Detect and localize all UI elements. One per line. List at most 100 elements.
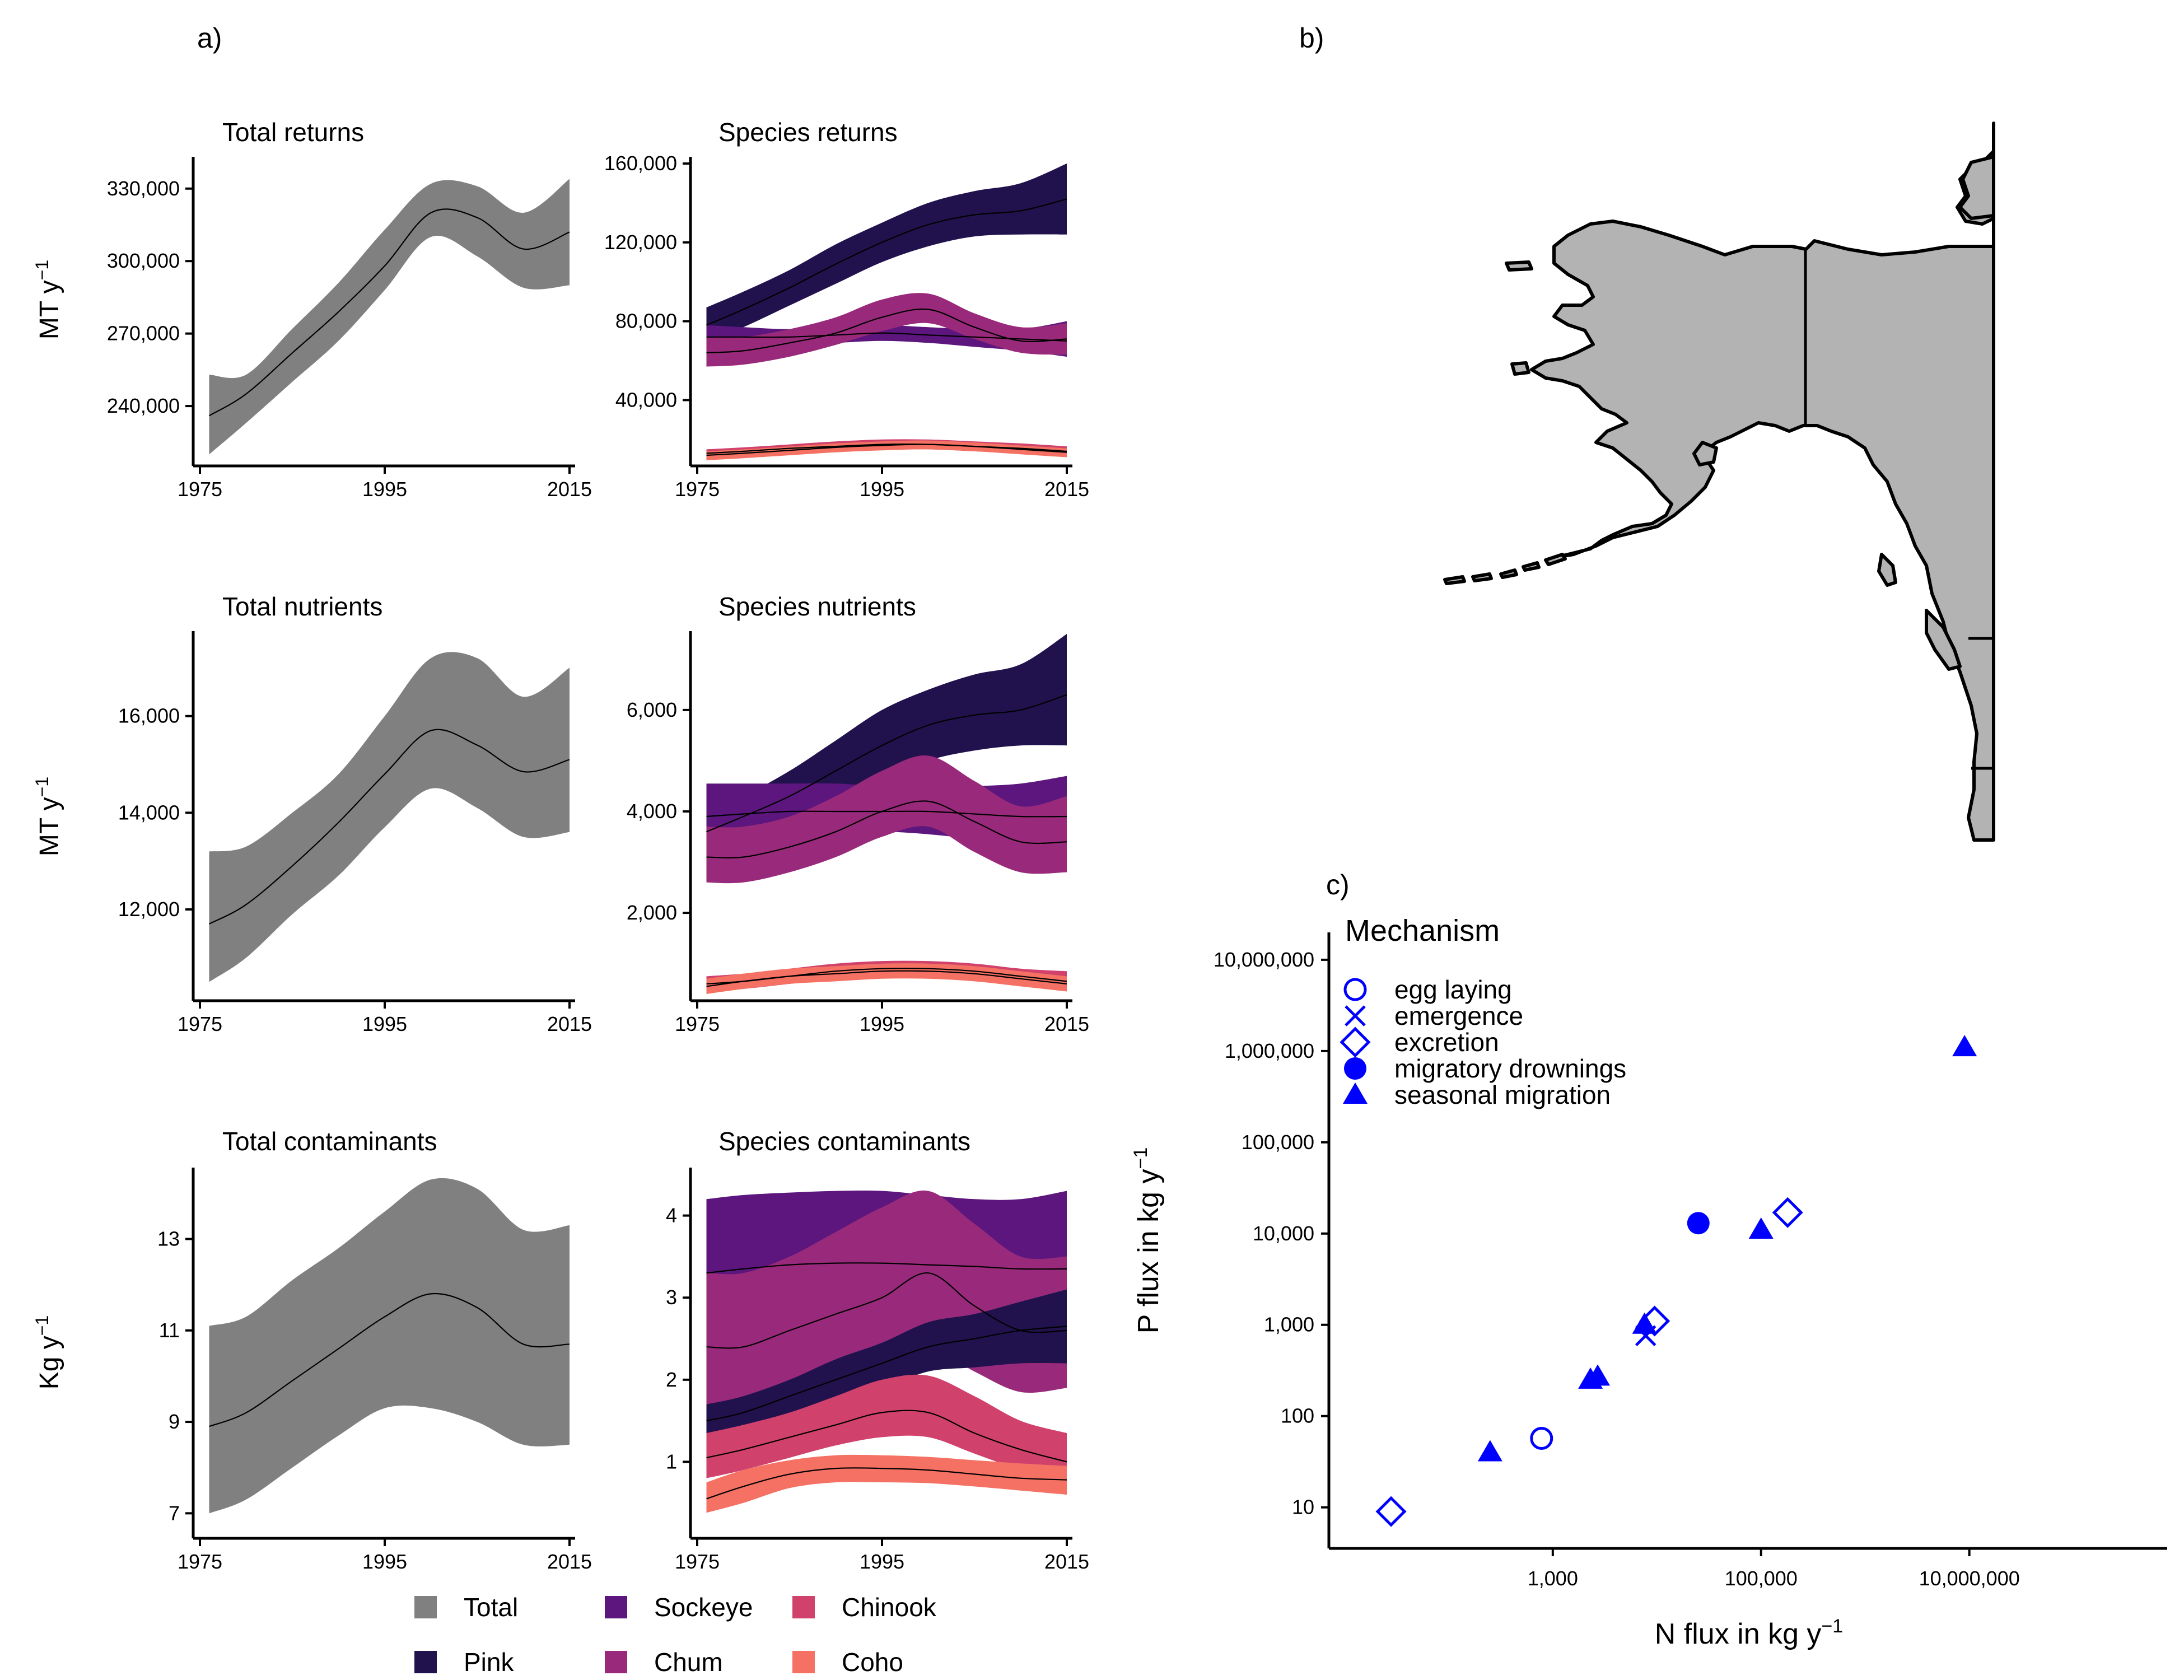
y-axis-title-superscript: −1 xyxy=(32,777,52,797)
mean-line-chum xyxy=(706,308,1067,353)
panel-label-a: a) xyxy=(197,22,222,54)
ribbon-total xyxy=(209,1178,570,1514)
scatter-legend-key-seasonal-migration xyxy=(1343,1082,1368,1104)
scatter-legend-key-migratory-drownings xyxy=(1344,1057,1366,1080)
y-tick-label: 270,000 xyxy=(107,322,180,345)
mean-line-coho xyxy=(706,1467,1067,1500)
y-tick-label: 1,000,000 xyxy=(1225,1039,1314,1062)
scatter-legend-key-excretion xyxy=(1340,1026,1371,1058)
mean-line-coho xyxy=(706,970,1067,987)
x-tick-label: 1995 xyxy=(860,1550,904,1573)
facet-total-contaminants: Total contaminants Kg y−1 7 9 11 13 1975 1995 20… xyxy=(32,1127,592,1573)
mean-line-total xyxy=(209,1292,570,1427)
ribbon-coho xyxy=(706,1454,1067,1513)
point-excretion xyxy=(1639,1305,1670,1337)
point-excretion xyxy=(1375,1496,1407,1527)
mean-line-chinook xyxy=(706,444,1067,454)
x-tick-label: 1995 xyxy=(860,478,904,501)
x-tick-label: 1995 xyxy=(362,1012,407,1035)
y-tick-label: 16,000 xyxy=(118,704,180,727)
mean-line-chum xyxy=(706,1272,1067,1349)
x-tick-label: 1975 xyxy=(675,1550,720,1573)
y-tick-label: 1 xyxy=(666,1450,677,1473)
mean-line-pink xyxy=(706,198,1067,326)
mean-line-pink xyxy=(706,694,1067,833)
flux-scatter: 10 100 1,000 10,000 100,000 1,000,000 10,000,0… xyxy=(1130,914,2167,1650)
map-land-alaska xyxy=(1530,122,1995,842)
scatter-legend-label-migratory-drownings: migratory drownings xyxy=(1394,1054,1626,1083)
ribbon-chum xyxy=(706,755,1067,884)
facet-title: Species nutrients xyxy=(718,592,916,621)
y-tick-label: 160,000 xyxy=(604,152,677,175)
x-axis-title: N flux in kg y−1 xyxy=(1655,1616,1843,1650)
x-tick-label: 2015 xyxy=(1044,1550,1089,1573)
facet-species-nutrients: Species nutrients 2,000 4,000 6,000 1975 1995… xyxy=(627,592,1089,1035)
point-seasonal-migration xyxy=(1952,1035,1977,1057)
scatter-legend-key-egg-laying xyxy=(1343,978,1367,1001)
y-axis-title: MT y−1 xyxy=(32,777,64,856)
legend-swatch-chinook xyxy=(792,1596,815,1618)
y-tick-label: 13 xyxy=(157,1227,180,1250)
ribbon-chum xyxy=(706,293,1067,367)
facet-species-contaminants: Species contaminants 1 2 3 4 1975 1995 2015 xyxy=(666,1127,1089,1573)
y-tick-label: 80,000 xyxy=(615,310,677,333)
x-axis-title-superscript: −1 xyxy=(1821,1616,1843,1637)
legend-swatch-pink xyxy=(414,1651,437,1673)
ribbon-chinook xyxy=(706,1374,1067,1482)
y-tick-label: 9 xyxy=(169,1410,180,1433)
map-island-kodiak xyxy=(1692,441,1718,466)
legend-label-pink: Pink xyxy=(464,1648,514,1677)
ribbon-pink xyxy=(706,164,1067,341)
x-tick-label: 1975 xyxy=(178,478,222,501)
facet-title: Species contaminants xyxy=(718,1127,970,1156)
y-tick-label: 6,000 xyxy=(627,698,677,721)
y-tick-label: 330,000 xyxy=(107,177,180,200)
y-tick-label: 10 xyxy=(1292,1496,1314,1519)
scatter-legend-label-seasonal-migration: seasonal migration xyxy=(1394,1080,1611,1109)
y-tick-label: 11 xyxy=(159,1319,180,1342)
legend-label-total: Total xyxy=(464,1593,518,1622)
facet-species-returns: Species returns 40,000 80,000 120,000 160,00… xyxy=(604,118,1089,501)
scatter-legend-key-emergence xyxy=(1345,1005,1366,1026)
facet-total-nutrients: Total nutrients MT y−1 12,000 14,000 16,000 1… xyxy=(32,592,592,1035)
x-tick-label: 2015 xyxy=(1044,1012,1089,1035)
x-tick-label: 2015 xyxy=(547,1012,592,1035)
x-tick-label: 1995 xyxy=(362,478,407,501)
mean-line-sockeye xyxy=(706,1262,1067,1274)
x-tick-label: 2015 xyxy=(1044,478,1089,501)
panel-label-c: c) xyxy=(1326,869,1350,900)
y-tick-label: 2 xyxy=(666,1368,677,1391)
facet-title: Total nutrients xyxy=(222,592,382,621)
facet-title: Total returns xyxy=(222,118,364,147)
scatter-legend-label-egg-laying: egg laying xyxy=(1394,975,1512,1004)
x-tick-label: 1975 xyxy=(178,1550,222,1573)
scatter-legend-label-emergence: emergence xyxy=(1394,1001,1523,1030)
scatter-legend-title: Mechanism xyxy=(1345,914,1500,948)
y-tick-label: 10,000,000 xyxy=(1214,948,1314,971)
point-seasonal-migration xyxy=(1585,1364,1611,1386)
point-migratory-drownings xyxy=(1687,1212,1710,1235)
y-axis-title: Kg y−1 xyxy=(32,1315,64,1390)
y-axis-title-text: MT y xyxy=(35,797,64,856)
ribbon-total xyxy=(209,179,570,455)
y-tick-label: 4 xyxy=(666,1204,677,1227)
y-axis-title: MT y−1 xyxy=(32,260,64,339)
panel-label-b: b) xyxy=(1299,22,1324,54)
x-tick-label: 1975 xyxy=(675,1012,720,1035)
y-tick-label: 100,000 xyxy=(1242,1131,1314,1154)
point-excretion xyxy=(1772,1197,1803,1228)
x-tick-label: 1995 xyxy=(860,1012,904,1035)
x-tick-label: 2015 xyxy=(547,478,592,501)
mean-line-chinook xyxy=(706,1410,1067,1463)
y-axis-title-superscript: −1 xyxy=(32,260,52,280)
y-tick-label: 14,000 xyxy=(118,801,180,824)
map-island-queen-charlotte xyxy=(1877,553,1897,587)
x-tick-label: 100,000 xyxy=(1725,1567,1798,1590)
legend-label-chinook: Chinook xyxy=(842,1593,937,1622)
x-tick-label: 1,000 xyxy=(1528,1567,1578,1590)
y-axis-title-text: P flux in kg y xyxy=(1132,1169,1165,1333)
map-island-st-lawrence xyxy=(1505,260,1533,272)
y-tick-label: 100 xyxy=(1281,1404,1314,1427)
